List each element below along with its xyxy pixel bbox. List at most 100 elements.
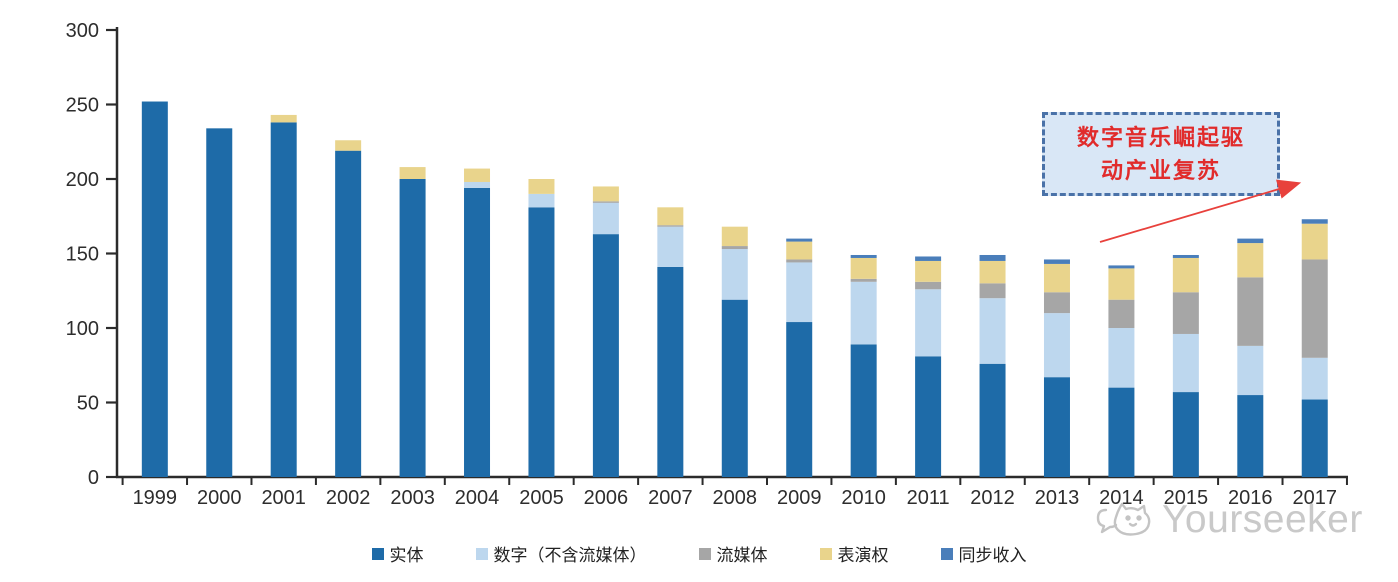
bar-segment-2007	[657, 226, 684, 267]
x-axis-label: 2002	[326, 487, 371, 509]
bar-segment-2013	[1043, 292, 1070, 314]
x-axis-label: 2015	[1164, 487, 1209, 509]
bar-segment-2008	[721, 226, 748, 247]
bar-segment-2000	[206, 128, 233, 477]
bar-segment-2013	[1043, 313, 1070, 378]
x-axis-label: 2003	[390, 487, 435, 509]
bar-segment-2016	[1237, 395, 1264, 477]
y-axis-label: 100	[66, 318, 99, 340]
bar-segment-2010	[850, 254, 877, 258]
bar-segment-2012	[979, 363, 1006, 477]
bar-segment-2005	[528, 179, 555, 194]
bar-segment-2015	[1172, 392, 1199, 477]
x-axis-label: 2014	[1099, 487, 1144, 509]
x-axis-label: 2006	[584, 487, 629, 509]
bar-segment-2009	[786, 241, 813, 260]
y-axis-label: 0	[88, 467, 99, 489]
bar-segment-2007	[657, 225, 684, 227]
x-axis-label: 1999	[133, 487, 178, 509]
bar-segment-2014	[1108, 265, 1135, 269]
annotation-box: 数字音乐崛起驱 动产业复苏	[1042, 112, 1280, 196]
bar-segment-2015	[1172, 254, 1199, 258]
legend-label: 实体	[389, 546, 424, 565]
bar-segment-2001	[270, 114, 297, 123]
bar-segment-2016	[1237, 345, 1264, 396]
bar-segment-2002	[335, 140, 362, 151]
bar-segment-2010	[850, 257, 877, 279]
x-axis-label: 2009	[777, 487, 822, 509]
bar-segment-2010	[850, 278, 877, 282]
bar-segment-2005	[528, 193, 555, 208]
legend-label: 数字（不含流媒体）	[493, 546, 647, 565]
bar-segment-2016	[1237, 243, 1264, 278]
bar-segment-2011	[915, 289, 942, 357]
bar-segment-2006	[592, 234, 619, 477]
legend-item: 数字（不含流媒体）	[475, 541, 647, 566]
legend-swatch-icon	[475, 547, 488, 560]
x-axis-label: 2016	[1228, 487, 1273, 509]
legend-item: 流媒体	[698, 541, 768, 566]
x-axis-label: 2005	[519, 487, 564, 509]
bar-segment-2003	[399, 179, 426, 477]
y-axis-label: 300	[66, 20, 99, 42]
annotation-line1: 数字音乐崛起驱	[1076, 125, 1245, 150]
bar-segment-2012	[979, 298, 1006, 364]
bar-segment-2008	[721, 246, 748, 250]
chart-legend: 实体 数字（不含流媒体） 流媒体 表演权 同步收入	[0, 541, 1398, 566]
bar-segment-2007	[657, 266, 684, 477]
x-axis-label: 2012	[970, 487, 1015, 509]
watermark: Yourseeker	[1092, 496, 1363, 544]
x-axis-label: 2004	[455, 487, 500, 509]
bar-segment-2004	[464, 168, 491, 182]
bar-segment-2011	[915, 260, 942, 282]
bar-segment-2015	[1172, 333, 1199, 393]
bar-segment-2011	[915, 356, 942, 477]
legend-swatch-icon	[371, 547, 384, 560]
bar-segment-2009	[786, 259, 813, 263]
watermark-text: Yourseeker	[1162, 498, 1363, 541]
bar-segment-2005	[528, 207, 555, 477]
legend-swatch-icon	[940, 547, 953, 560]
x-axis-label: 2007	[648, 487, 693, 509]
bar-segment-2014	[1108, 328, 1135, 388]
bar-segment-2007	[657, 207, 684, 226]
bar-segment-2008	[721, 249, 748, 300]
bar-segment-2012	[979, 283, 1006, 299]
legend-swatch-icon	[698, 547, 711, 560]
bar-segment-2014	[1108, 299, 1135, 328]
x-axis-label: 2013	[1035, 487, 1080, 509]
bar-segment-2014	[1108, 268, 1135, 300]
bar-segment-2015	[1172, 257, 1199, 293]
x-axis-label: 2017	[1292, 487, 1337, 509]
bar-segment-2011	[915, 256, 942, 261]
bar-segment-2009	[786, 322, 813, 477]
legend-label: 流媒体	[716, 546, 768, 565]
bar-segment-2008	[721, 299, 748, 477]
bar-segment-2013	[1043, 263, 1070, 293]
legend-item: 同步收入	[940, 541, 1027, 566]
annotation-line2: 动产业复苏	[1100, 158, 1221, 183]
legend-label: 同步收入	[958, 546, 1027, 565]
bar-segment-2010	[850, 344, 877, 477]
y-axis-label: 250	[66, 95, 99, 117]
x-axis-label: 2011	[907, 487, 950, 509]
bar-segment-2013	[1043, 377, 1070, 477]
legend-swatch-icon	[819, 547, 832, 560]
y-axis-label: 50	[77, 393, 99, 415]
bar-segment-2016	[1237, 277, 1264, 346]
x-axis-label: 2001	[261, 487, 306, 509]
y-axis-label: 150	[66, 244, 99, 266]
bar-segment-2006	[592, 202, 619, 235]
bar-segment-2012	[979, 260, 1006, 284]
bar-segment-2009	[786, 262, 813, 323]
bar-segment-2001	[270, 122, 297, 477]
bar-segment-2017	[1301, 399, 1328, 477]
legend-item: 表演权	[819, 541, 889, 566]
bar-segment-2006	[592, 186, 619, 202]
yourseeker-logo-icon	[1096, 502, 1151, 536]
bar-segment-2011	[915, 281, 942, 290]
bar-segment-2002	[335, 150, 362, 477]
legend-item: 实体	[371, 541, 424, 566]
